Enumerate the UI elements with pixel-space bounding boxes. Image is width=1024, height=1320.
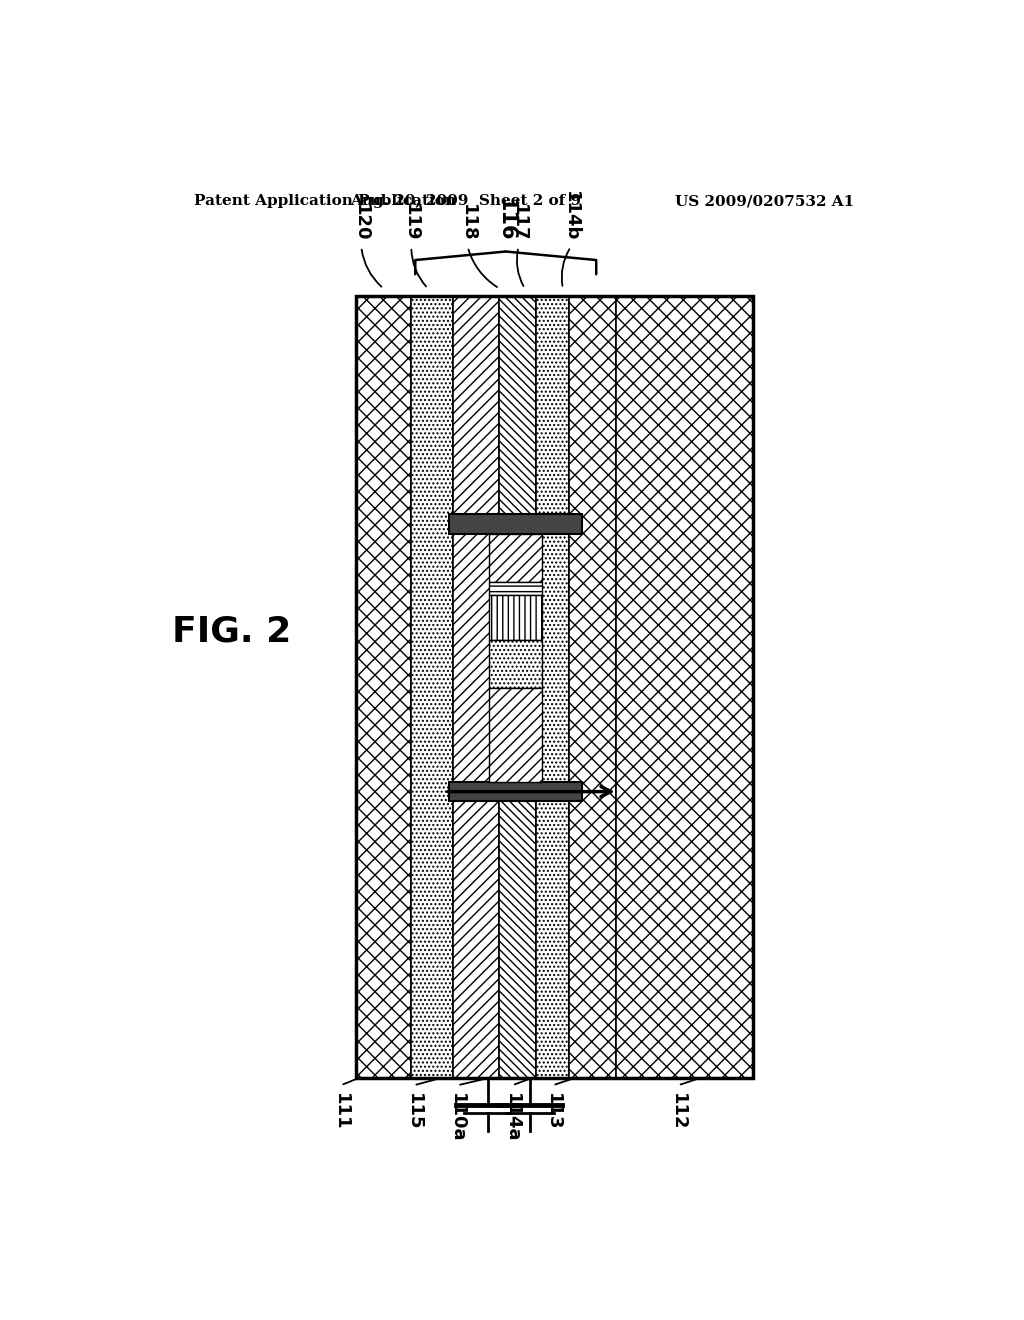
Bar: [355, 296, 412, 1078]
Text: 119: 119: [402, 205, 420, 242]
Text: 110a: 110a: [449, 1093, 466, 1143]
Text: 111: 111: [332, 1093, 349, 1131]
Text: 115: 115: [404, 1093, 423, 1131]
Bar: [499, 296, 537, 1078]
Bar: [488, 535, 543, 582]
Bar: [537, 296, 569, 1078]
Text: 114a: 114a: [503, 1093, 521, 1143]
Bar: [488, 688, 543, 783]
Text: 113: 113: [544, 1093, 561, 1131]
Text: FIG. 2: FIG. 2: [172, 614, 291, 648]
Text: 118: 118: [459, 205, 476, 242]
Bar: [569, 296, 615, 1078]
Bar: [449, 783, 582, 801]
Bar: [488, 640, 543, 688]
Bar: [412, 296, 453, 1078]
Bar: [488, 595, 543, 640]
Text: 120: 120: [352, 205, 371, 242]
Text: Patent Application Publication: Patent Application Publication: [194, 194, 456, 209]
Bar: [449, 515, 582, 535]
Bar: [615, 296, 753, 1078]
Bar: [488, 582, 543, 595]
Text: 116: 116: [496, 198, 516, 242]
Text: 112: 112: [669, 1093, 687, 1131]
Text: US 2009/0207532 A1: US 2009/0207532 A1: [675, 194, 854, 209]
Bar: [453, 296, 499, 1078]
Bar: [355, 296, 753, 1078]
Text: 114b: 114b: [562, 191, 580, 242]
Text: Aug. 20, 2009  Sheet 2 of 9: Aug. 20, 2009 Sheet 2 of 9: [350, 194, 581, 209]
Text: 117: 117: [510, 205, 527, 242]
